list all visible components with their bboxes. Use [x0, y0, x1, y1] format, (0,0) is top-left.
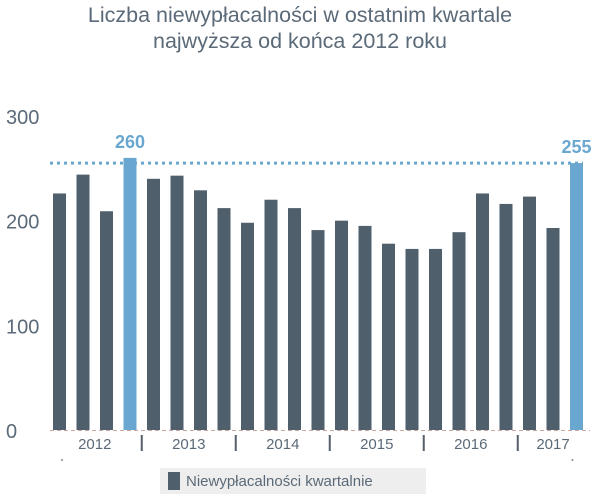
bar — [452, 232, 466, 430]
chart-subtitle-line: najwyższa od końca 2012 roku — [152, 29, 447, 53]
bar — [53, 193, 66, 430]
bar-highlight — [123, 157, 137, 430]
x-year-label: 2014 — [266, 436, 299, 453]
bar — [147, 178, 160, 430]
bar — [194, 190, 207, 430]
x-year-label: 2016 — [454, 436, 487, 453]
bar — [170, 175, 184, 430]
data-label: 260 — [115, 132, 145, 152]
chart-title: Liczba niewypłacalności w ostatnim kwart… — [0, 2, 600, 54]
y-tick-label: 200 — [6, 212, 39, 234]
bar — [217, 208, 231, 430]
x-year-label: 2013 — [172, 436, 205, 453]
bar — [358, 225, 372, 430]
bar — [100, 211, 113, 430]
x-year-label: 2015 — [360, 436, 393, 453]
y-tick-label: 300 — [6, 107, 39, 129]
x-year-label: 2012 — [78, 436, 111, 453]
data-label: 255 — [561, 137, 591, 157]
bar-highlight — [570, 163, 583, 430]
bar — [523, 196, 536, 430]
x-year-label: 2017 — [536, 436, 569, 453]
bar — [76, 174, 90, 430]
bar — [429, 248, 442, 430]
y-tick-label: 0 — [6, 421, 17, 443]
legend-label: Niewypłacalności kwartalnie — [186, 472, 373, 490]
bar — [546, 227, 560, 430]
bar — [382, 243, 395, 430]
legend-swatch — [168, 472, 180, 490]
y-axis-labels: 0 100 200 300 — [6, 107, 39, 443]
bar — [405, 248, 419, 430]
bar — [335, 220, 348, 430]
data-labels: 260 255 — [115, 132, 592, 157]
bar — [476, 193, 489, 430]
bar — [311, 230, 325, 430]
bar — [288, 208, 301, 430]
bar — [499, 203, 513, 430]
bars — [53, 157, 583, 430]
legend: Niewypłacalności kwartalnie — [160, 468, 426, 494]
bar — [264, 199, 278, 430]
bar — [241, 222, 254, 430]
axis-end-mark — [61, 459, 63, 461]
y-tick-label: 100 — [6, 316, 39, 338]
x-axis: 2012 2013 2014 2015 2016 2017 — [50, 430, 590, 461]
axis-end-mark — [571, 459, 574, 461]
chart-title-line: Liczba niewypłacalności w ostatnim kwart… — [87, 3, 513, 27]
